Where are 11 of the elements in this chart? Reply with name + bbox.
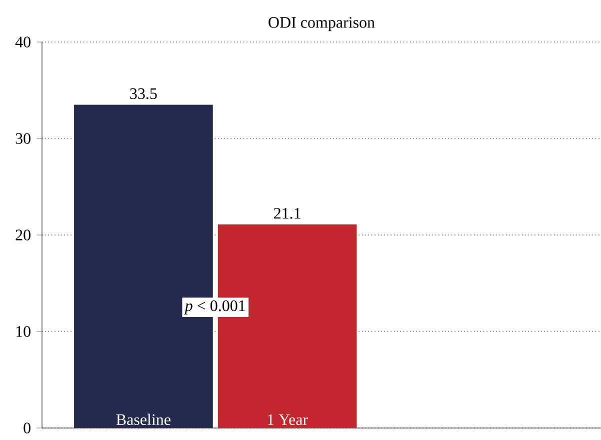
y-tick-label: 0 <box>24 422 30 434</box>
chart-title: ODI comparison <box>268 17 375 32</box>
annotation: p < 0.001 <box>184 300 245 314</box>
data-label: 21.1 <box>274 208 300 219</box>
x-tick-label: 1 Year <box>268 414 308 426</box>
y-tick-label: 40 <box>15 36 30 48</box>
data-label: 33.5 <box>130 88 157 100</box>
y-tick-label: 10 <box>16 326 30 337</box>
y-tick-label: 20 <box>16 230 30 240</box>
x-tick-label: Baseline <box>116 414 170 426</box>
y-tick-label: 30 <box>16 133 30 144</box>
